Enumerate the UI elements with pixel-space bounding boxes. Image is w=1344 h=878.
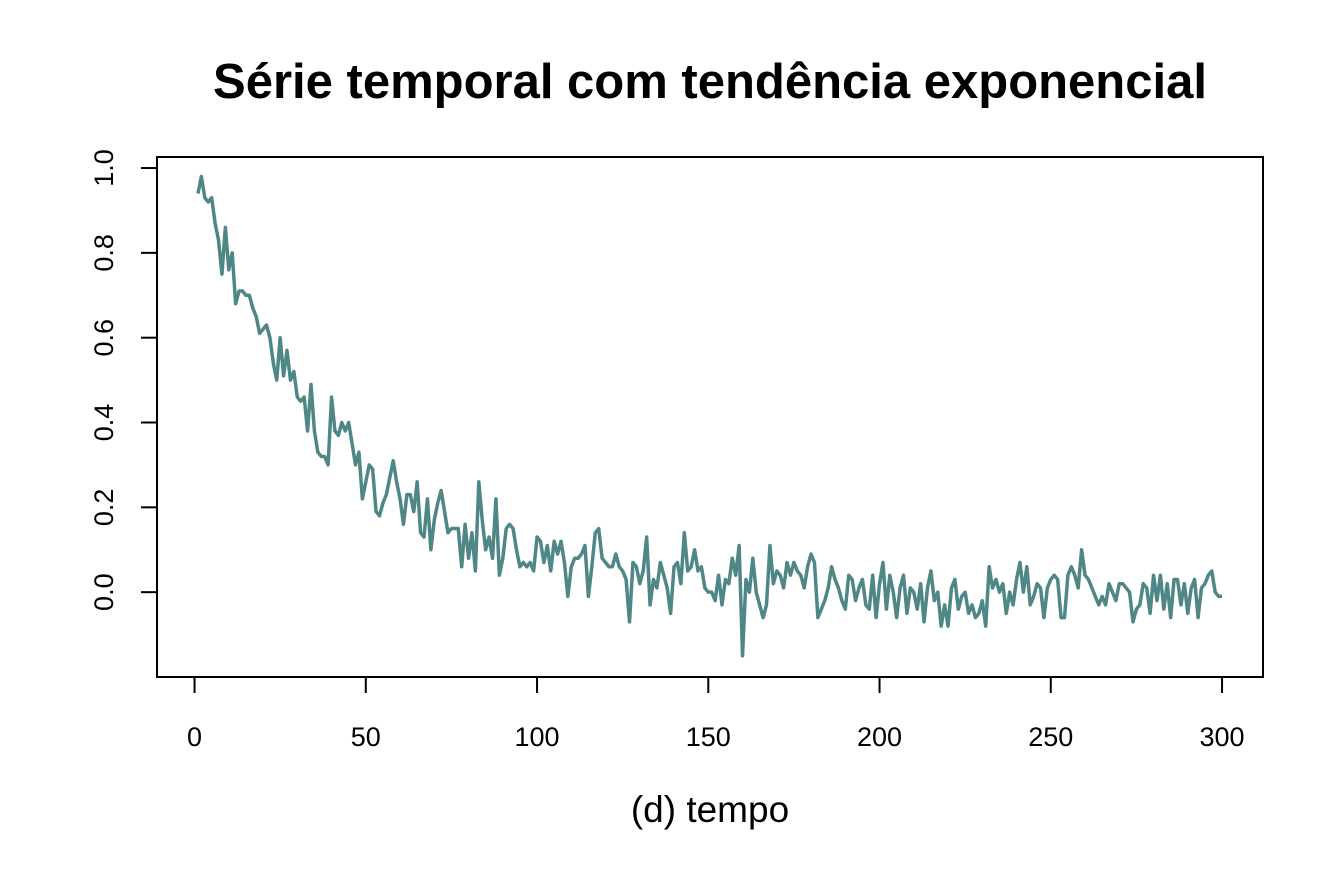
data-line bbox=[196, 174, 1223, 658]
x-tick-label: 0 bbox=[187, 722, 202, 752]
x-tick-label: 50 bbox=[351, 722, 381, 752]
x-tick-label: 200 bbox=[857, 722, 902, 752]
chart-title: Série temporal com tendência exponencial bbox=[213, 55, 1207, 109]
y-tick-label: 0.6 bbox=[89, 319, 119, 357]
y-tick-label: 1.0 bbox=[89, 149, 119, 187]
x-tick-label: 250 bbox=[1028, 722, 1073, 752]
x-axis-label: (d) tempo bbox=[631, 789, 789, 830]
y-tick-label: 0.0 bbox=[89, 573, 119, 611]
y-tick-label: 0.2 bbox=[89, 489, 119, 527]
y-tick-label: 0.8 bbox=[89, 234, 119, 272]
x-tick-label: 150 bbox=[686, 722, 731, 752]
y-tick-label: 0.4 bbox=[89, 404, 119, 442]
x-tick-label: 300 bbox=[1200, 722, 1245, 752]
x-tick-label: 100 bbox=[515, 722, 560, 752]
